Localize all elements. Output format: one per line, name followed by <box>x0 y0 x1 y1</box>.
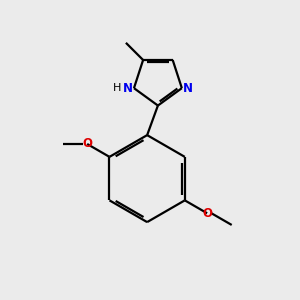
Text: N: N <box>123 82 133 95</box>
Text: N: N <box>183 82 193 95</box>
Text: H: H <box>113 83 122 93</box>
Text: O: O <box>203 207 213 220</box>
Text: O: O <box>83 137 93 150</box>
